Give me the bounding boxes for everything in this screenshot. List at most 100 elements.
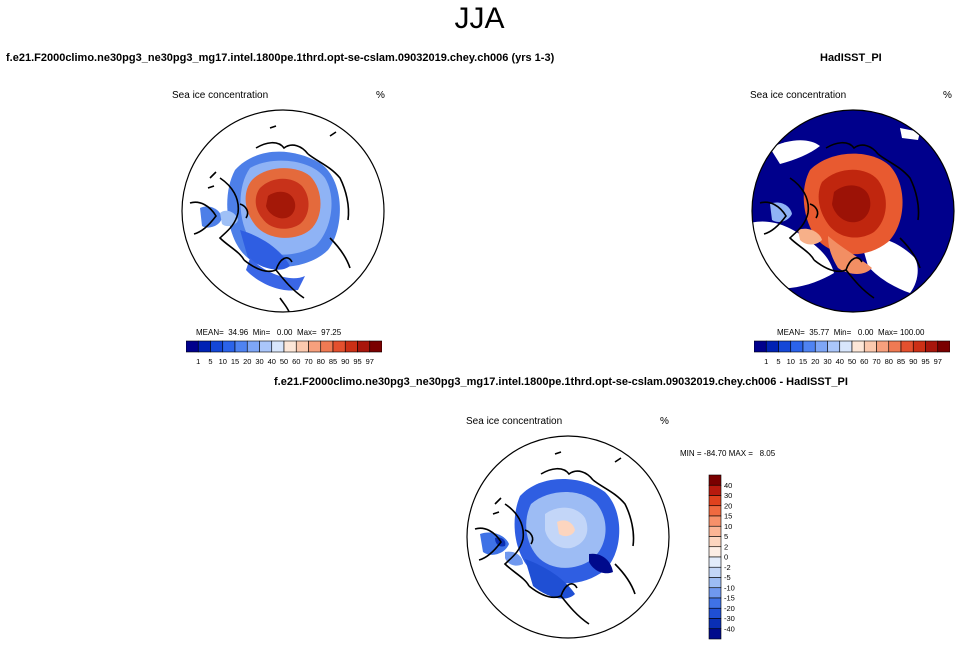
colorbar-tick-label: 80 bbox=[317, 357, 325, 366]
obs-hudson-bay-ice bbox=[770, 202, 792, 222]
colorbar-swatch bbox=[320, 340, 334, 353]
diff-polar-map bbox=[466, 435, 670, 639]
colorbar-tick-label: -15 bbox=[724, 594, 735, 603]
colorbar-tick-label: -2 bbox=[724, 563, 731, 572]
colorbar-swatch bbox=[308, 340, 322, 353]
model-polar-map bbox=[181, 109, 385, 313]
colorbar-tick-label: 50 bbox=[848, 357, 856, 366]
colorbar-tick-label: 85 bbox=[897, 357, 905, 366]
colorbar-tick-label: 40 bbox=[724, 481, 732, 490]
colorbar-swatch bbox=[708, 597, 722, 609]
colorbar-tick-label: -5 bbox=[724, 573, 731, 582]
colorbar-tick-label: 60 bbox=[860, 357, 868, 366]
colorbar-swatch bbox=[708, 515, 722, 527]
colorbar-swatch bbox=[332, 340, 346, 353]
colorbar-tick-label: 20 bbox=[724, 501, 732, 510]
colorbar-swatch bbox=[246, 340, 260, 353]
colorbar-swatch bbox=[708, 618, 722, 630]
colorbar-swatch bbox=[708, 484, 722, 496]
colorbar-tick-label: -40 bbox=[724, 624, 735, 633]
colorbar-tick-label: 97 bbox=[366, 357, 374, 366]
colorbar-tick-label: 97 bbox=[934, 357, 942, 366]
diff-stats: MIN = -84.70 MAX = 8.05 bbox=[680, 449, 776, 458]
model-panel-title: f.e21.F2000climo.ne30pg3_ne30pg3_mg17.in… bbox=[6, 52, 555, 64]
colorbar-swatch bbox=[790, 340, 804, 353]
model-colorbar: 1 5 10 15 20 30 40 50 60 70 80 85 90 95 97 bbox=[186, 340, 382, 366]
model-variable-label: Sea ice concentration bbox=[172, 90, 269, 101]
colorbar-tick-label: 1 bbox=[196, 357, 200, 366]
colorbar-tick-label: -10 bbox=[724, 583, 735, 592]
colorbar-tick-label: 90 bbox=[909, 357, 917, 366]
obs-variable-label: Sea ice concentration bbox=[750, 90, 847, 101]
colorbar-tick-label: 95 bbox=[921, 357, 929, 366]
colorbar-swatch bbox=[814, 340, 828, 353]
colorbar-swatch bbox=[222, 340, 236, 353]
colorbar-swatch bbox=[708, 577, 722, 589]
colorbar-tick-label: 90 bbox=[341, 357, 349, 366]
colorbar-tick-label: 50 bbox=[280, 357, 288, 366]
colorbar-swatch bbox=[888, 340, 902, 353]
diff-units-label: % bbox=[660, 416, 669, 427]
colorbar-swatch bbox=[708, 556, 722, 568]
colorbar-tick-label: 10 bbox=[219, 357, 227, 366]
colorbar-tick-label: 15 bbox=[724, 512, 732, 521]
model-coastlines bbox=[189, 125, 351, 312]
colorbar-tick-label: -30 bbox=[724, 614, 735, 623]
colorbar-tick-label: 20 bbox=[243, 357, 251, 366]
colorbar-swatch bbox=[344, 340, 358, 353]
colorbar-swatch bbox=[863, 340, 877, 353]
colorbar-tick-label: 70 bbox=[872, 357, 880, 366]
colorbar-tick-label: 70 bbox=[304, 357, 312, 366]
colorbar-tick-label: 40 bbox=[836, 357, 844, 366]
colorbar-swatch bbox=[925, 340, 939, 353]
colorbar-tick-label: 95 bbox=[353, 357, 361, 366]
colorbar-swatch bbox=[839, 340, 853, 353]
colorbar-tick-label: 30 bbox=[724, 491, 732, 500]
colorbar-swatch bbox=[912, 340, 926, 353]
colorbar-swatch bbox=[754, 340, 767, 353]
model-units-label: % bbox=[376, 90, 385, 101]
colorbar-swatch bbox=[708, 495, 722, 507]
obs-colorbar: 1 5 10 15 20 30 40 50 60 70 80 85 90 95 97 bbox=[754, 340, 950, 366]
model-hudson-bay-ice bbox=[200, 206, 222, 228]
colorbar-tick-label: 5 bbox=[208, 357, 212, 366]
colorbar-swatch bbox=[197, 340, 211, 353]
colorbar-swatch bbox=[708, 587, 722, 599]
colorbar-swatch bbox=[851, 340, 865, 353]
colorbar-tick-label: 40 bbox=[268, 357, 276, 366]
colorbar-tick-label: 15 bbox=[799, 357, 807, 366]
colorbar-swatch bbox=[937, 340, 950, 353]
colorbar-swatch bbox=[827, 340, 841, 353]
colorbar-tick-label: 30 bbox=[255, 357, 263, 366]
colorbar-swatch bbox=[708, 546, 722, 558]
colorbar-tick-label: 5 bbox=[776, 357, 780, 366]
obs-coastlines bbox=[759, 141, 921, 299]
colorbar-swatch bbox=[708, 474, 722, 486]
diff-coastlines bbox=[474, 451, 636, 625]
season-title: JJA bbox=[454, 2, 505, 35]
colorbar-tick-label: 85 bbox=[329, 357, 337, 366]
obs-units-label: % bbox=[943, 90, 952, 101]
colorbar-swatch bbox=[802, 340, 816, 353]
colorbar-swatch bbox=[259, 340, 273, 353]
model-stats: MEAN= 34.96 Min= 0.00 Max= 97.25 bbox=[196, 328, 342, 337]
colorbar-tick-label: 60 bbox=[292, 357, 300, 366]
colorbar-swatch bbox=[765, 340, 779, 353]
obs-polar-map bbox=[751, 109, 955, 313]
obs-stats: MEAN= 35.77 Min= 0.00 Max= 100.00 bbox=[777, 328, 925, 337]
colorbar-swatch bbox=[708, 525, 722, 537]
colorbar-tick-label: 20 bbox=[811, 357, 819, 366]
colorbar-swatch bbox=[708, 628, 722, 640]
colorbar-tick-label: 80 bbox=[885, 357, 893, 366]
colorbar-tick-label: 30 bbox=[823, 357, 831, 366]
colorbar-tick-label: 10 bbox=[787, 357, 795, 366]
colorbar-swatch bbox=[357, 340, 371, 353]
colorbar-swatch bbox=[234, 340, 248, 353]
colorbar-swatch bbox=[778, 340, 792, 353]
colorbar-swatch bbox=[295, 340, 309, 353]
colorbar-swatch bbox=[210, 340, 224, 353]
colorbar-swatch bbox=[876, 340, 890, 353]
colorbar-tick-label: 2 bbox=[724, 542, 728, 551]
colorbar-swatch bbox=[369, 340, 382, 353]
